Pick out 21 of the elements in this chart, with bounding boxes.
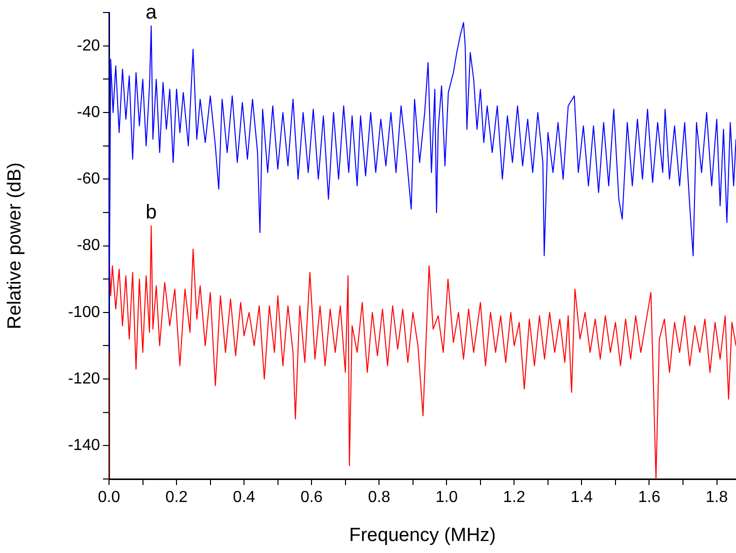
y-axis-title: Relative power (dB) — [4, 162, 26, 330]
x-tick-label: 0.2 — [165, 489, 188, 506]
x-tick-label: 0.8 — [368, 489, 390, 506]
x-tick-label: 1.8 — [706, 489, 728, 506]
x-axis-title: Frequency (MHz) — [349, 524, 496, 546]
x-tick-label: 0.6 — [300, 489, 323, 506]
y-tick-label: -80 — [76, 237, 100, 254]
annotation: b — [146, 201, 157, 224]
x-tick-label: 1.4 — [570, 489, 593, 506]
y-tick-label: -60 — [76, 170, 100, 188]
y-tick-label: -20 — [76, 37, 100, 54]
annotation: a — [146, 1, 158, 24]
y-tick-label: -40 — [76, 104, 100, 121]
x-tick-label: 0.0 — [98, 489, 120, 506]
x-tick-label: 1.2 — [503, 489, 526, 506]
y-tick-label: -140 — [68, 437, 100, 454]
x-tick-label: 1.6 — [638, 489, 660, 506]
x-tick-label: 0.4 — [232, 489, 256, 506]
x-tick-label: 1.0 — [436, 489, 458, 506]
y-tick-label: -120 — [68, 370, 100, 388]
y-tick-label: -100 — [68, 304, 100, 321]
